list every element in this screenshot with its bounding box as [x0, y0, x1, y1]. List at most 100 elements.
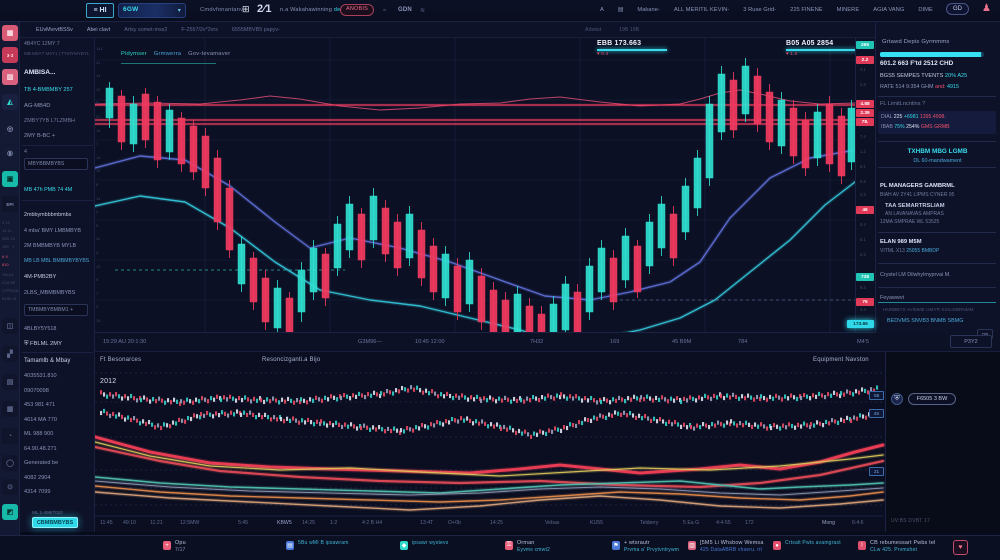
- left-panel-row-6[interactable]: 2MY B-BC +: [24, 133, 56, 139]
- ribbon-b-seg: [448, 420, 451, 425]
- watchlist-item[interactable]: ML 988 900: [24, 431, 54, 437]
- subbar-right-item-0[interactable]: Arbeist: [585, 27, 602, 33]
- indicator-header-right[interactable]: Equipment Navston: [813, 357, 869, 363]
- left-panel-row-13[interactable]: MB LB MBL BMBMBYBYBS: [24, 258, 90, 264]
- topbar-menu-item-1[interactable]: ▤: [617, 7, 624, 13]
- status-group-0[interactable]: + Opu 7/17: [163, 540, 186, 553]
- subbar-right-item-1[interactable]: 19B 19B: [619, 27, 640, 33]
- left-panel-row-11[interactable]: 4 mba' BMY LMBMBYB: [24, 228, 81, 234]
- left-panel-row-3[interactable]: TB 4-BMBMBY 257: [24, 87, 73, 93]
- topbar-menu-item-3[interactable]: ALL MERITIL KEVIN-: [673, 7, 730, 13]
- watchlist-item[interactable]: 4082 2904: [24, 474, 51, 481]
- mini-item-c[interactable]: ≋: [420, 8, 426, 14]
- topbar-menu-item-8[interactable]: DIME: [918, 7, 933, 13]
- rail-profile-icon[interactable]: ⑧: [2, 146, 18, 162]
- verify-button[interactable]: F6505 3 BW: [908, 393, 956, 405]
- ribbon-b-seg: [560, 428, 563, 433]
- rail-target-icon[interactable]: ⊙: [2, 479, 18, 495]
- topbar-menu-item-6[interactable]: MINERE: [836, 7, 860, 13]
- rail-markets-icon[interactable]: ▦: [2, 25, 18, 41]
- layout-grid-icon[interactable]: ⊞: [242, 4, 250, 14]
- main-chart-area: Pidymser Grmwerra Gov-tevamaver 141 41 14 12 9…: [95, 38, 875, 332]
- left-panel-row-17[interactable]: 4BLBY5Y518: [24, 326, 57, 332]
- status-group-2[interactable]: ◆ ipsawr wystevs: [400, 541, 448, 550]
- rail-clock-icon[interactable]: ◔: [2, 428, 18, 444]
- left-panel-row-1[interactable]: MB M5Y7 M4Y1 | TYMYMYBYL: [24, 51, 90, 56]
- watchlist-item[interactable]: 453 981 471: [24, 402, 56, 408]
- status-heart-icon[interactable]: ♥: [953, 540, 968, 555]
- left-panel-row-14[interactable]: 4M-PMB2BY: [24, 274, 57, 280]
- topbar-menu-item-7[interactable]: AGIA VANG: [873, 7, 905, 13]
- status-group-1[interactable]: ▤ 5Bu wMI B ipsawram: [286, 541, 349, 550]
- indicator-header-left[interactable]: Ft Besonarces: [100, 357, 142, 363]
- rail-rows-icon[interactable]: ▤: [2, 374, 18, 390]
- left-panel-row-9[interactable]: MB 47h PMB 74 4M: [24, 187, 73, 193]
- gd-pill-badge[interactable]: GD: [946, 3, 969, 15]
- left-panel-input-8[interactable]: MBYBBMBYBS: [24, 158, 88, 170]
- candle-body: [346, 204, 353, 250]
- symbol-select[interactable]: 6GW ▾: [118, 3, 186, 18]
- subbar-item-4[interactable]: 6555MBVB5 papyv-: [231, 27, 280, 33]
- mini-item-a[interactable]: ≈: [383, 8, 387, 14]
- ribbon-b-seg: [187, 416, 190, 421]
- subbar-item-1[interactable]: Abei clavt: [86, 27, 111, 33]
- left-panel-row-0[interactable]: 4B4YC 12MY 7: [24, 41, 60, 47]
- left-panel-row-10[interactable]: 2mbbymbbbmbmbs: [24, 212, 72, 218]
- watchlist-item[interactable]: 4614 MA 770: [24, 416, 57, 423]
- chart-legend[interactable]: Pidymser Grmwerra Gov-tevamaver: [121, 42, 237, 64]
- topbar-menu-item-2[interactable]: Makane-: [637, 7, 660, 13]
- left-panel-row-7[interactable]: 4: [24, 149, 27, 155]
- rail-tools-icon[interactable]: ▞: [2, 346, 18, 362]
- ribbon-a-seg: [707, 395, 710, 400]
- left-panel-row-4[interactable]: AG-MB4D: [24, 103, 51, 109]
- rail-epi-icon[interactable]: EPI: [2, 196, 18, 212]
- topbar-menu-item-0[interactable]: A: [600, 7, 604, 13]
- status-group-7[interactable]: ! CB rebumessart Pwbs tel CLw 425. Prvmshe…: [858, 540, 935, 553]
- subbar-item-2[interactable]: Artsy somet-mss2: [124, 27, 168, 33]
- topbar-menu-item-4[interactable]: 3 Ruse Grid-: [743, 7, 777, 13]
- watchlist-item[interactable]: 4035531.810: [24, 373, 57, 379]
- left-panel-row-18[interactable]: ⛨ FBLML 2MY: [24, 341, 62, 347]
- left-panel-row-12[interactable]: 2M BMBMBYB MYLB: [24, 243, 77, 249]
- indicator-chart[interactable]: [95, 352, 885, 532]
- topbar-menu-item-5[interactable]: 225 FINENE: [790, 7, 823, 13]
- left-panel-row-2[interactable]: AMBISA...: [24, 69, 56, 76]
- right-panel-row-4: TXHBM MBG LGMB: [875, 148, 1000, 155]
- watchlist-item[interactable]: 64.90.48.271: [24, 445, 57, 452]
- watchlist-item[interactable]: Generated be: [24, 460, 59, 466]
- left-panel-row-15[interactable]: 2LBS_MBMBMBYBS: [24, 290, 76, 296]
- avatar-icon[interactable]: ♟: [982, 3, 992, 14]
- left-panel-input-16[interactable]: TMBMBYBMBM1 +: [24, 304, 88, 316]
- subscribe-button[interactable]: CBMBMBYBS: [32, 517, 78, 528]
- status-group-5[interactable]: ▥ [5M5 Li Whsbow Wemsa 425 DataABRB vhseru…: [688, 540, 764, 553]
- subbar-item-3[interactable]: F-2557/2v*2vrs: [181, 27, 218, 33]
- status-group-6[interactable]: ● Crtsalt Pwts avamgrast: [773, 541, 841, 550]
- session-box[interactable]: P3Y2: [950, 335, 992, 348]
- candle-body: [454, 266, 461, 312]
- watchlist-item[interactable]: 09070098: [24, 387, 49, 394]
- watchlist-item[interactable]: 4314 7099: [24, 489, 51, 495]
- topbar-menu-label[interactable]: Cmdvfonantanv: [200, 7, 244, 13]
- candlestick-chart[interactable]: [95, 38, 875, 332]
- candle-edge: [189, 125, 198, 173]
- left-panel-row-5[interactable]: ZMBY7YB L7LZMBH: [24, 118, 75, 124]
- rail-layers-icon[interactable]: ◫: [2, 318, 18, 334]
- rail-gallery-icon[interactable]: ▨: [2, 69, 18, 85]
- app-logo[interactable]: ≡ HI: [86, 3, 114, 18]
- rail-compass-icon[interactable]: ◎: [2, 121, 18, 137]
- candle-body: [766, 92, 773, 142]
- rail-chart-icon[interactable]: ◭: [2, 94, 18, 110]
- status-group-4[interactable]: ⚑ + wtsrautr Prvma a' Prvytvntrywm: [612, 540, 679, 553]
- price-scale[interactable]: 4.1 2.9 7.4 1.2 9.1 5.5 3.2 8.4 6.1 2.2 9.3 4.4: [855, 38, 875, 332]
- rail-wallet-icon[interactable]: ▣: [2, 171, 18, 187]
- mini-item-gdn[interactable]: GDN: [398, 7, 412, 13]
- rail-circle-icon[interactable]: ◯: [2, 455, 18, 471]
- anobis-badge[interactable]: ANOBIS: [340, 4, 374, 16]
- indicator-header-center[interactable]: Resoncizganti.a Bijo: [262, 357, 321, 363]
- status-group-3[interactable]: ⚿ Orman Eyvms cmwt2: [505, 540, 550, 553]
- subbar-item-0[interactable]: EUvMvrvtBSSv: [36, 27, 73, 33]
- rail-grid-33-icon[interactable]: 3·3: [2, 47, 18, 63]
- rail-grid-icon[interactable]: ▦: [2, 401, 18, 417]
- time-axis[interactable]: 15:29 AU 20:1:30 G3M96— 10:45 12:00 7H32 169…: [95, 332, 1000, 352]
- rail-chat-icon[interactable]: ◩: [2, 504, 18, 520]
